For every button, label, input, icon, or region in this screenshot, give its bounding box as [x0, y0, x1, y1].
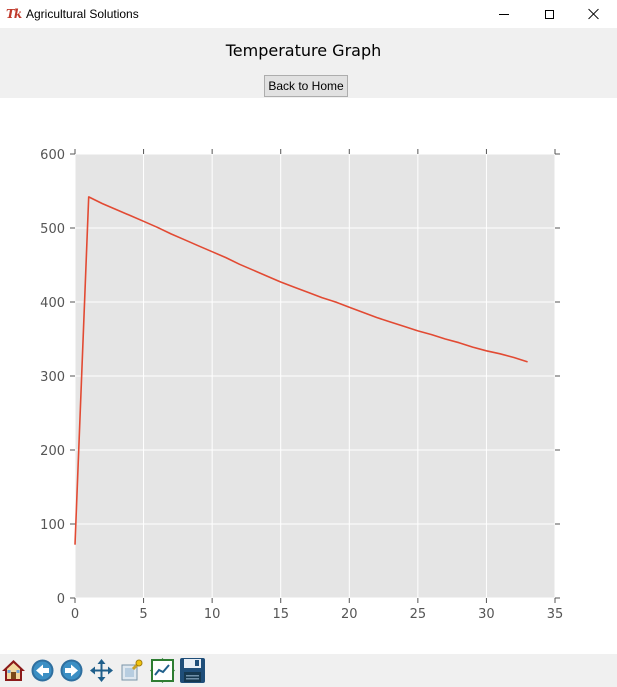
page-header: Temperature Graph Back to Home: [0, 28, 617, 98]
x-tick-label: 30: [478, 607, 495, 622]
window-titlebar: Tk Agricultural Solutions: [0, 0, 617, 28]
y-tick-label: 400: [40, 296, 65, 311]
maximize-button[interactable]: [526, 0, 572, 28]
x-tick-label: 20: [341, 607, 358, 622]
tk-app-icon: Tk: [6, 7, 22, 21]
home-button[interactable]: [0, 657, 27, 684]
subplots-icon: [150, 658, 175, 683]
pan-icon: [90, 659, 113, 682]
window-title: Agricultural Solutions: [26, 7, 139, 21]
forward-button[interactable]: [58, 657, 85, 684]
y-tick-label: 500: [40, 222, 65, 237]
configure-subplots-button[interactable]: [149, 657, 176, 684]
y-tick-label: 200: [40, 444, 65, 459]
minimize-button[interactable]: [481, 0, 527, 28]
temperature-series-line: [74, 196, 528, 545]
save-icon: [180, 658, 205, 683]
close-button[interactable]: [571, 0, 617, 28]
x-tick-label: 35: [547, 607, 564, 622]
y-tick-label: 100: [40, 518, 65, 533]
x-tick-label: 5: [139, 607, 147, 622]
y-tick-label: 0: [57, 592, 65, 607]
forward-arrow-icon: [60, 659, 83, 682]
x-tick-label: 10: [204, 607, 221, 622]
close-icon: [588, 8, 600, 20]
back-arrow-icon: [31, 659, 54, 682]
x-tick-label: 25: [410, 607, 427, 622]
plot-toolbar: [0, 654, 617, 687]
back-to-home-button[interactable]: Back to Home: [264, 75, 348, 97]
x-tick-label: 15: [272, 607, 289, 622]
zoom-icon: [121, 659, 143, 681]
chart-canvas[interactable]: 0 5 10 15 20 25 30 35 0 100 200 300 400 500 600: [0, 98, 617, 654]
maximize-icon: [544, 9, 554, 19]
page-title: Temperature Graph: [225, 41, 382, 60]
minimize-icon: [499, 13, 509, 15]
x-tick-label: 0: [71, 607, 79, 622]
temperature-chart[interactable]: 0 5 10 15 20 25 30 35 0 100 200 300 400 500 600: [0, 98, 617, 654]
save-figure-button[interactable]: [179, 657, 206, 684]
home-icon: [2, 660, 25, 681]
y-tick-label: 600: [40, 148, 65, 163]
pan-button[interactable]: [88, 657, 115, 684]
y-tick-label: 300: [40, 370, 65, 385]
back-button[interactable]: [29, 657, 56, 684]
zoom-button[interactable]: [118, 657, 145, 684]
